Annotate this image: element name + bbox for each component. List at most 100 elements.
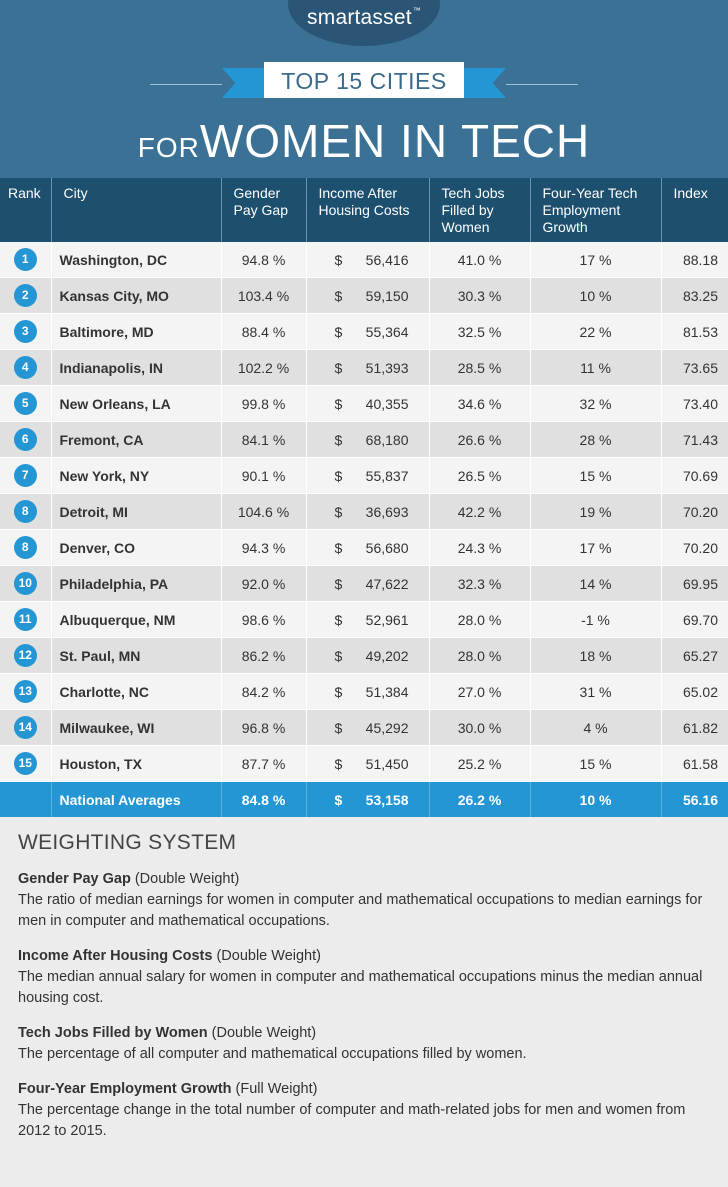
- rank-cell: 12: [0, 637, 52, 674]
- tech-jobs-women: 30.0 %: [429, 709, 531, 746]
- gender-pay-gap: 92.0 %: [221, 565, 307, 602]
- table-row: 6 Fremont, CA 84.1 % $68,180 26.6 % 28 % 71.43: [0, 421, 728, 458]
- gender-pay-gap: 87.7 %: [221, 745, 307, 782]
- rank-badge: 14: [13, 716, 37, 739]
- col-header-tech-jobs: Tech Jobs Filled by Women: [429, 178, 531, 242]
- avg-rank-cell: [0, 781, 52, 817]
- rank-badge: 12: [13, 644, 37, 667]
- brand-logo: smartasset™: [307, 6, 421, 29]
- index-score: 61.82: [661, 709, 728, 746]
- table-row: 1 Washington, DC 94.8 % $56,416 41.0 % 17 % 88…: [0, 242, 728, 278]
- table-row: 7 New York, NY 90.1 % $55,837 26.5 % 15 % 70.6…: [0, 457, 728, 494]
- avg-label: National Averages: [51, 781, 222, 817]
- rank-cell: 1: [0, 242, 52, 278]
- gender-pay-gap: 94.8 %: [221, 242, 307, 278]
- tech-jobs-women: 30.3 %: [429, 277, 531, 314]
- index-score: 70.69: [661, 457, 728, 494]
- index-score: 71.43: [661, 421, 728, 458]
- tech-jobs-women: 25.2 %: [429, 745, 531, 782]
- index-score: 69.95: [661, 565, 728, 602]
- gender-pay-gap: 86.2 %: [221, 637, 307, 674]
- tech-jobs-women: 34.6 %: [429, 385, 531, 422]
- gender-pay-gap: 94.3 %: [221, 529, 307, 566]
- rank-cell: 6: [0, 421, 52, 458]
- income-after-housing: $52,961: [306, 601, 430, 638]
- employment-growth: 28 %: [530, 421, 662, 458]
- rank-cell: 8: [0, 529, 52, 566]
- table-row: 11 Albuquerque, NM 98.6 % $52,961 28.0 % -1 %…: [0, 601, 728, 638]
- index-score: 61.58: [661, 745, 728, 782]
- rank-cell: 5: [0, 385, 52, 422]
- index-score: 88.18: [661, 242, 728, 278]
- col-header-income: Income After Housing Costs: [306, 178, 430, 242]
- rank-badge: 11: [13, 608, 37, 631]
- tech-jobs-women: 24.3 %: [429, 529, 531, 566]
- index-score: 70.20: [661, 493, 728, 530]
- weighting-description: The median annual salary for women in co…: [18, 969, 703, 1006]
- city-name: Denver, CO: [51, 529, 222, 566]
- header-banner: smartasset™ TOP 15 CITIES FORWOMEN IN TE…: [0, 0, 728, 178]
- income-after-housing: $45,292: [306, 709, 430, 746]
- weighting-description: The ratio of median earnings for women i…: [18, 892, 703, 929]
- employment-growth: 17 %: [530, 242, 662, 278]
- tech-jobs-women: 32.5 %: [429, 313, 531, 350]
- tech-jobs-women: 26.5 %: [429, 457, 531, 494]
- employment-growth: 22 %: [530, 313, 662, 350]
- rank-badge: 10: [13, 572, 37, 595]
- employment-growth: 15 %: [530, 457, 662, 494]
- table-row: 13 Charlotte, NC 84.2 % $51,384 27.0 % 31 % 65…: [0, 673, 728, 710]
- rank-badge: 1: [13, 248, 37, 271]
- employment-growth: 18 %: [530, 637, 662, 674]
- employment-growth: 31 %: [530, 673, 662, 710]
- weighting-heading: Tech Jobs Filled by Women (Double Weight…: [18, 1025, 317, 1041]
- avg-index: 56.16: [661, 781, 728, 817]
- index-score: 65.02: [661, 673, 728, 710]
- city-name: Albuquerque, NM: [51, 601, 222, 638]
- tech-jobs-women: 28.0 %: [429, 637, 531, 674]
- income-after-housing: $59,150: [306, 277, 430, 314]
- tech-jobs-women: 28.5 %: [429, 349, 531, 386]
- index-score: 81.53: [661, 313, 728, 350]
- index-score: 70.20: [661, 529, 728, 566]
- index-score: 83.25: [661, 277, 728, 314]
- city-name: Kansas City, MO: [51, 277, 222, 314]
- rank-badge: 5: [13, 392, 37, 415]
- index-score: 69.70: [661, 601, 728, 638]
- table-row: 5 New Orleans, LA 99.8 % $40,355 34.6 % 32 % 7…: [0, 385, 728, 422]
- tech-jobs-women: 42.2 %: [429, 493, 531, 530]
- gender-pay-gap: 98.6 %: [221, 601, 307, 638]
- table-row: 2 Kansas City, MO 103.4 % $59,150 30.3 % 10 %…: [0, 277, 728, 314]
- tech-jobs-women: 32.3 %: [429, 565, 531, 602]
- ribbon-rule-left: [150, 84, 222, 85]
- income-after-housing: $51,384: [306, 673, 430, 710]
- national-averages-row: National Averages 84.8 % $53,158 26.2 % …: [0, 781, 728, 817]
- employment-growth: 19 %: [530, 493, 662, 530]
- income-after-housing: $55,364: [306, 313, 430, 350]
- weighting-item: Income After Housing Costs (Double Weigh…: [18, 946, 710, 1009]
- avg-income: $53,158: [306, 781, 430, 817]
- col-header-index: Index: [661, 178, 728, 242]
- income-after-housing: $56,416: [306, 242, 430, 278]
- col-header-city: City: [51, 178, 222, 242]
- gender-pay-gap: 90.1 %: [221, 457, 307, 494]
- index-score: 73.40: [661, 385, 728, 422]
- avg-tech: 26.2 %: [429, 781, 531, 817]
- table-row: 14 Milwaukee, WI 96.8 % $45,292 30.0 % 4 % 61.…: [0, 709, 728, 746]
- rank-badge: 4: [13, 356, 37, 379]
- weighting-heading: Four-Year Employment Growth (Full Weight…: [18, 1081, 318, 1097]
- city-name: Philadelphia, PA: [51, 565, 222, 602]
- gender-pay-gap: 88.4 %: [221, 313, 307, 350]
- rank-badge: 13: [13, 680, 37, 703]
- weighting-heading: Income After Housing Costs (Double Weigh…: [18, 948, 321, 964]
- table-row: 10 Philadelphia, PA 92.0 % $47,622 32.3 % 14 …: [0, 565, 728, 602]
- rank-badge: 2: [13, 284, 37, 307]
- employment-growth: 15 %: [530, 745, 662, 782]
- rankings-table: Rank City Gender Pay Gap Income After Ho…: [0, 178, 728, 817]
- city-name: New York, NY: [51, 457, 222, 494]
- weighting-title: WEIGHTING SYSTEM: [18, 831, 237, 854]
- income-after-housing: $49,202: [306, 637, 430, 674]
- col-header-growth: Four-Year Tech Employment Growth: [530, 178, 662, 242]
- gender-pay-gap: 96.8 %: [221, 709, 307, 746]
- table-header-row: Rank City Gender Pay Gap Income After Ho…: [0, 178, 728, 242]
- income-after-housing: $36,693: [306, 493, 430, 530]
